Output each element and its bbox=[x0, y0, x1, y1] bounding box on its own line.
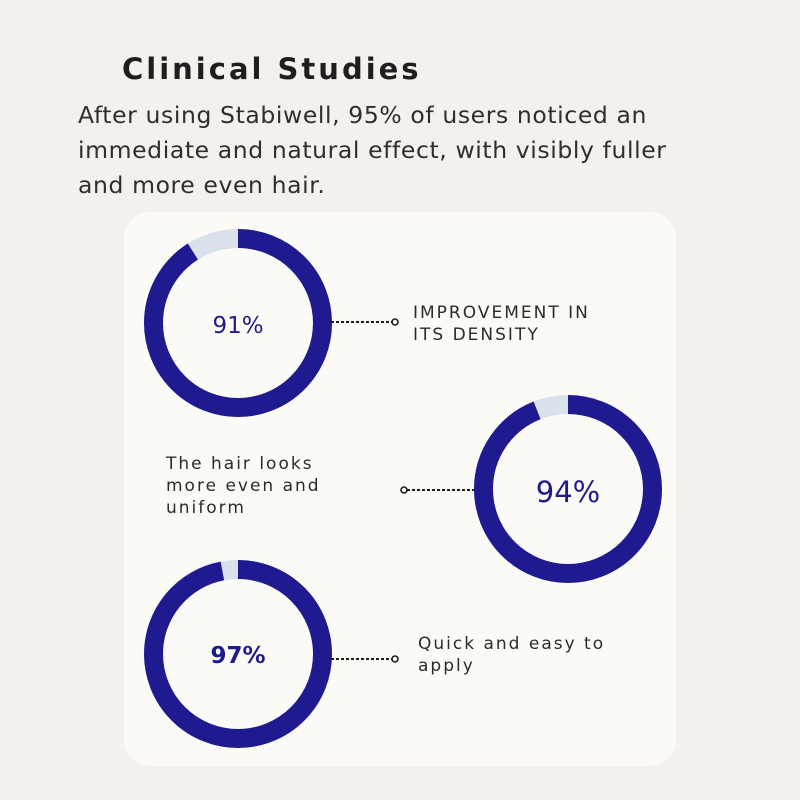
donut-arc-2 bbox=[474, 395, 662, 583]
caption-1: IMPROVEMENT IN ITS DENSITY bbox=[413, 303, 590, 345]
percent-label-1: 91% bbox=[212, 313, 264, 339]
percent-label-2: 94% bbox=[535, 475, 601, 509]
percent-label-3: 97% bbox=[210, 643, 266, 669]
caption-3: Quick and easy to apply bbox=[418, 634, 606, 676]
connector-1 bbox=[331, 318, 399, 326]
connector-3 bbox=[331, 655, 399, 663]
donut-arc-3 bbox=[144, 560, 332, 748]
donut-chart-2 bbox=[474, 395, 662, 583]
connector-2 bbox=[400, 486, 474, 494]
donut-arc-1 bbox=[144, 229, 332, 417]
stats-card bbox=[124, 212, 676, 766]
donut-chart-3 bbox=[144, 560, 332, 748]
caption-2: The hair looks more even and uniform bbox=[166, 454, 321, 518]
page-title: Clinical Studies bbox=[122, 52, 422, 86]
intro-text: After using Stabiwell, 95% of users noti… bbox=[78, 101, 667, 199]
donut-chart-1 bbox=[144, 229, 332, 417]
